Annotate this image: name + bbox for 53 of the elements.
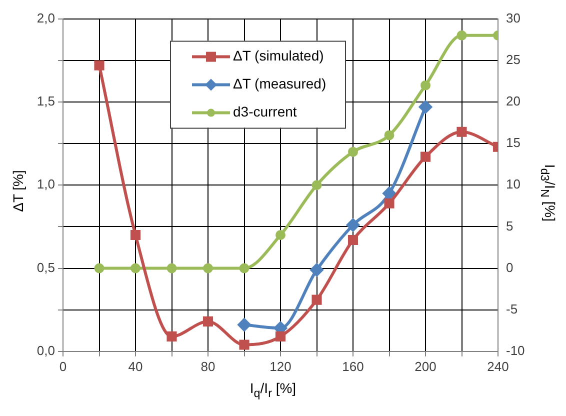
point [166, 331, 177, 342]
y2-tick-label: 25 [506, 52, 520, 67]
point [94, 263, 104, 274]
y2-tick-label: 20 [506, 94, 520, 109]
point [312, 294, 322, 305]
x-tick-label: 240 [487, 358, 509, 374]
point [310, 263, 324, 276]
y2-tick-label: 5 [506, 218, 514, 234]
point [239, 263, 250, 274]
point [312, 180, 322, 190]
y2-tick-label: 0 [506, 260, 514, 275]
y2-tick-label: 30 [506, 10, 520, 26]
point [166, 263, 177, 274]
x-tick-label: 200 [414, 358, 436, 374]
point [348, 146, 358, 157]
x-tick-label: 160 [342, 358, 364, 374]
legend-label: ΔT (measured) [233, 76, 326, 92]
point [346, 218, 360, 232]
legend-label: ΔT (simulated) [233, 48, 324, 64]
y-tick-label: 0,5 [36, 260, 55, 275]
point [456, 126, 467, 137]
y-tick-label: 2,0 [36, 10, 55, 26]
y2-tick-label: -10 [506, 342, 525, 358]
point [348, 234, 358, 246]
y-tick-label: 0,0 [36, 342, 55, 358]
y-tick-label: 1,0 [36, 176, 55, 192]
point [130, 230, 141, 240]
y2-tick-label: -5 [506, 301, 518, 316]
point [382, 186, 396, 200]
y-tick-label: 1,5 [36, 94, 55, 109]
point [456, 30, 467, 40]
point [202, 316, 214, 326]
point [384, 198, 394, 208]
point [130, 263, 140, 274]
x-tick-label: 120 [270, 358, 292, 374]
y2-tick-label: 15 [506, 135, 520, 150]
point [203, 263, 213, 274]
point [276, 230, 286, 240]
point [419, 100, 432, 114]
point [238, 318, 251, 332]
x-tick-label: 80 [200, 358, 216, 374]
point [275, 331, 286, 342]
point [239, 340, 250, 350]
legend-label: d3-current [233, 104, 297, 120]
x-tick-label: 0 [59, 358, 67, 374]
point [420, 80, 430, 90]
y-axis-title: ΔT [%] [10, 169, 26, 214]
point [94, 60, 104, 70]
x-tick-label: 40 [128, 358, 143, 374]
point [384, 130, 394, 140]
x-axis-title: I$_{q}$/I$_{r}$ [%] [248, 380, 298, 400]
y2-tick-label: 10 [506, 176, 520, 192]
point [420, 152, 431, 162]
